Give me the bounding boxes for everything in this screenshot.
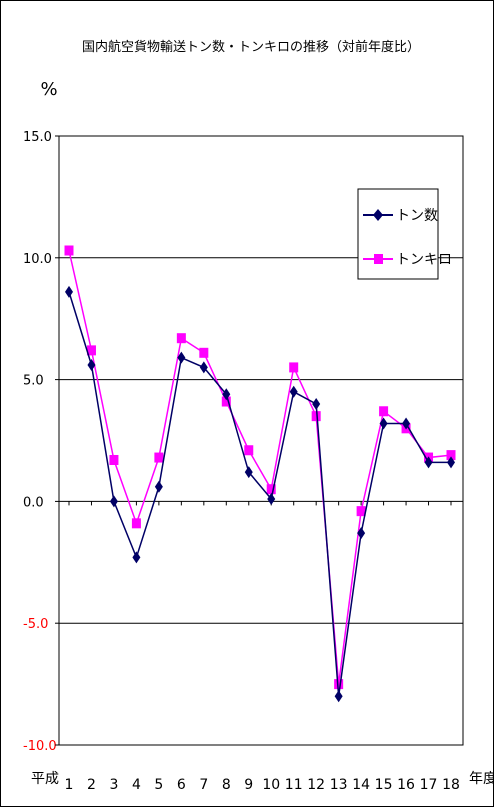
data-point xyxy=(424,456,433,469)
data-point xyxy=(64,245,74,256)
x-tick-label: 5 xyxy=(154,777,163,793)
x-tick-label: 4 xyxy=(132,777,141,793)
x-tick-label: 18 xyxy=(442,777,460,793)
data-point xyxy=(311,411,321,422)
y-tick-label: 10.0 xyxy=(23,252,52,267)
data-point xyxy=(132,551,141,564)
data-point xyxy=(334,690,343,703)
data-point xyxy=(65,285,73,298)
data-point xyxy=(289,362,299,373)
x-tick-label: 17 xyxy=(420,777,438,793)
y-axis-ticks: 15.0 10.0 5.0 0.0 -5.0 -10.0 xyxy=(23,130,59,754)
chart-title: 国内航空貨物輸送トン数・トンキロの推移（対前年度比） xyxy=(82,39,420,55)
data-point xyxy=(131,518,141,529)
data-point xyxy=(199,361,208,374)
x-tick-label: 7 xyxy=(199,777,208,793)
data-point xyxy=(176,333,186,344)
data-point xyxy=(379,406,389,417)
data-point xyxy=(154,452,164,463)
data-point xyxy=(267,492,276,505)
x-tick-label: 10 xyxy=(262,777,280,793)
data-point xyxy=(312,397,321,410)
data-point xyxy=(222,388,231,401)
x-tick-label: 8 xyxy=(222,777,231,793)
data-point xyxy=(266,484,276,495)
series-tonnage xyxy=(65,285,455,703)
legend-label-tonnage: トン数 xyxy=(396,208,438,224)
legend-box xyxy=(357,188,439,280)
data-point xyxy=(177,351,186,364)
legend-marker-tonnage xyxy=(373,209,383,221)
legend-marker-tonkm xyxy=(374,254,383,264)
data-point xyxy=(334,679,344,690)
data-point xyxy=(356,506,366,517)
x-tick-label: 15 xyxy=(375,777,393,793)
data-point xyxy=(86,345,96,356)
y-tick-label: 15.0 xyxy=(23,130,52,145)
x-tick-label: 1 xyxy=(65,777,74,793)
x-axis-ticks: 1 2 3 4 5 6 7 8 9 10 11 12 13 14 15 16 17 18 xyxy=(65,501,460,793)
x-axis-prefix: 平成 xyxy=(31,771,59,787)
data-point xyxy=(199,347,209,358)
data-point xyxy=(244,445,254,456)
x-tick-label: 9 xyxy=(244,777,253,793)
x-tick-label: 2 xyxy=(87,777,96,793)
y-tick-label: -10.0 xyxy=(23,739,57,754)
x-tick-label: 13 xyxy=(330,777,348,793)
x-tick-label: 16 xyxy=(397,777,415,793)
x-tick-label: 12 xyxy=(307,777,325,793)
data-point xyxy=(446,450,456,461)
series-group xyxy=(64,245,456,703)
y-axis-unit: % xyxy=(40,79,57,100)
data-point xyxy=(289,385,298,398)
data-point xyxy=(221,396,231,407)
x-axis-suffix: 年度 xyxy=(469,771,494,787)
y-tick-label: 5.0 xyxy=(23,374,44,389)
data-point xyxy=(379,417,388,430)
x-tick-label: 6 xyxy=(177,777,186,793)
data-point xyxy=(357,527,366,540)
data-point xyxy=(87,358,96,371)
data-point xyxy=(154,480,163,493)
x-tick-label: 14 xyxy=(352,777,370,793)
data-point xyxy=(109,454,119,465)
legend: トン数 トンキロ xyxy=(357,188,452,280)
data-point xyxy=(109,495,118,508)
data-point xyxy=(447,456,455,469)
data-point xyxy=(402,417,411,430)
y-tick-label: 0.0 xyxy=(23,495,44,510)
y-tick-label: -5.0 xyxy=(23,617,48,632)
legend-label-tonkm: トンキロ xyxy=(396,252,452,268)
x-tick-label: 3 xyxy=(109,777,118,793)
data-point xyxy=(244,466,253,479)
x-tick-label: 11 xyxy=(285,777,303,793)
